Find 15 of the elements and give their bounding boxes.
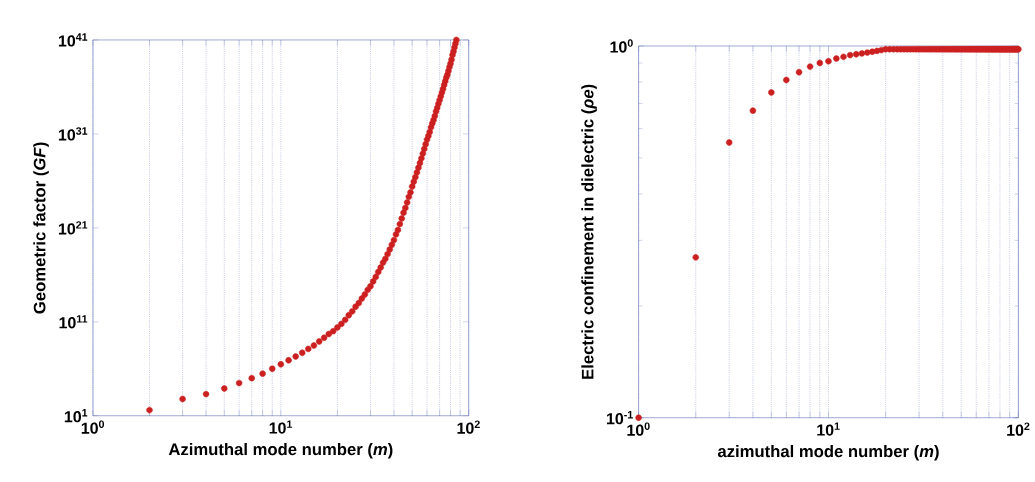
- y-tick-label: 10$^{41}$: [58, 33, 88, 47]
- y-tick-label: 10$^{11}$: [59, 315, 88, 329]
- x-tick-label: 10$^{2}$: [1007, 422, 1030, 436]
- x-axis-title: Azimuthal mode number (m): [168, 443, 393, 459]
- x-axis-title: azimuthal mode number (m): [717, 445, 939, 461]
- y-tick-label: 10$^{21}$: [58, 221, 88, 235]
- x-tick-label: 10$^{1}$: [817, 422, 840, 436]
- y-tick-label: 10$^{-1}$: [606, 411, 633, 425]
- y-tick-label: 10$^{1}$: [64, 409, 88, 423]
- y-tick-label: 10$^{31}$: [58, 127, 88, 141]
- x-tick-label: 10$^{1}$: [269, 420, 293, 434]
- x-tick-label: 10$^{0}$: [81, 420, 105, 434]
- x-tick-label: 10$^{0}$: [627, 422, 650, 436]
- y-axis-title: Geometric factor (GF): [33, 142, 49, 314]
- x-tick-label: 10$^{2}$: [457, 420, 480, 434]
